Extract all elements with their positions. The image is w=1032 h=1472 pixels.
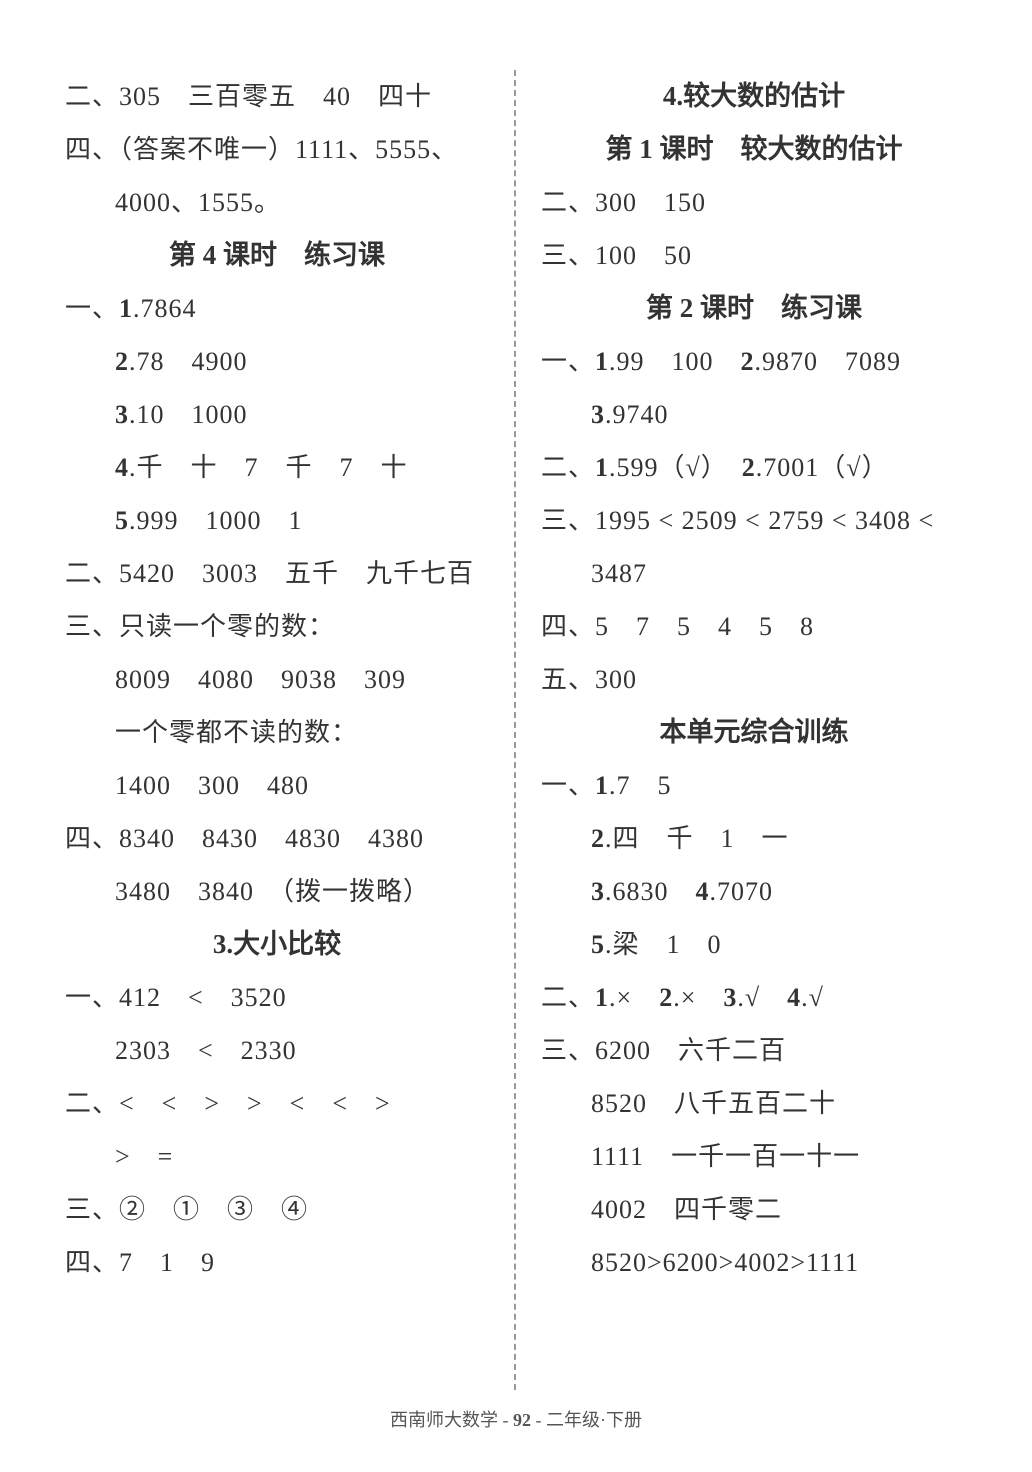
footer-separator: - (498, 1410, 513, 1430)
answer-line: 二、< < > > < < > (65, 1077, 489, 1130)
answer-line: 二、1.× 2.× 3.√ 4.√ (541, 971, 967, 1024)
two-column-layout: 二、305 三百零五 40 四十 四、（答案不唯一）1111、5555、 400… (50, 70, 982, 1390)
answer-line: 4000、1555。 (65, 176, 489, 229)
answer-line: 三、② ① ③ ④ (65, 1183, 489, 1236)
answer-text: .7 5 (609, 771, 672, 800)
answer-line: 4002 四千零二 (541, 1183, 967, 1236)
answer-line: 5.999 1000 1 (65, 494, 489, 547)
answer-line: 3.9740 (541, 388, 967, 441)
answer-text: .99 100 (609, 347, 741, 376)
answer-text: .× (673, 983, 723, 1012)
answer-line: 三、6200 六千二百 (541, 1024, 967, 1077)
answer-line: 2.78 4900 (65, 335, 489, 388)
item-number: 3 (723, 983, 737, 1012)
answer-line: 三、100 50 (541, 229, 967, 282)
answer-text: .梁 1 0 (605, 930, 722, 959)
answer-line: 2.四 千 1 一 (541, 812, 967, 865)
answer-line: 四、8340 8430 4830 4380 (65, 812, 489, 865)
answer-line: 二、1.599（√） 2.7001（√） (541, 441, 967, 494)
answer-text: .78 4900 (129, 347, 248, 376)
answer-text: .√ (801, 983, 824, 1012)
answer-line: 一、412 < 3520 (65, 971, 489, 1024)
item-number: 4 (696, 877, 710, 906)
footer-right-text: 二年级·下册 (546, 1410, 642, 1430)
page-footer: 西南师大数学 - 92 - 二年级·下册 (0, 1406, 1032, 1432)
lesson-heading: 第 1 课时 较大数的估计 (541, 123, 967, 176)
item-number: 5 (115, 506, 129, 535)
answer-line: 1400 300 480 (65, 759, 489, 812)
answer-line: 四、5 7 5 4 5 8 (541, 600, 967, 653)
item-number: 2 (742, 453, 756, 482)
item-number: 4 (115, 453, 129, 482)
answer-text: .10 1000 (129, 400, 248, 429)
answer-line: 8520>6200>4002>1111 (541, 1236, 967, 1289)
right-column: 4.较大数的估计 第 1 课时 较大数的估计 二、300 150 三、100 5… (516, 70, 982, 1390)
answer-line: 二、5420 3003 五千 九千七百 (65, 547, 489, 600)
item-number: 2 (659, 983, 673, 1012)
section-label: 一、 (541, 347, 595, 376)
section-heading: 3.大小比较 (65, 918, 489, 971)
answer-line: 5.梁 1 0 (541, 918, 967, 971)
left-column: 二、305 三百零五 40 四十 四、（答案不唯一）1111、5555、 400… (50, 70, 516, 1390)
answer-line: 四、（答案不唯一）1111、5555、 (65, 123, 489, 176)
answer-line: 3.10 1000 (65, 388, 489, 441)
section-label: 二、 (541, 983, 595, 1012)
answer-line: 8009 4080 9038 309 (65, 653, 489, 706)
answer-text: .千 十 7 千 7 十 (129, 453, 408, 482)
section-heading: 本单元综合训练 (541, 706, 967, 759)
answer-text: .999 1000 1 (129, 506, 303, 535)
answer-line: 一、1.99 100 2.9870 7089 (541, 335, 967, 388)
answer-line: 4.千 十 7 千 7 十 (65, 441, 489, 494)
answer-line: 三、只读一个零的数： (65, 600, 489, 653)
answer-line: 一个零都不读的数： (65, 706, 489, 759)
footer-separator: - (531, 1410, 546, 1430)
answer-line: 四、7 1 9 (65, 1236, 489, 1289)
answer-line: 一、1.7864 (65, 282, 489, 335)
section-label: 一、 (65, 294, 119, 323)
answer-text: .四 千 1 一 (605, 824, 789, 853)
answer-line: 3.6830 4.7070 (541, 865, 967, 918)
item-number: 2 (115, 347, 129, 376)
answer-text: .599（√） (609, 453, 742, 482)
item-number: 4 (787, 983, 801, 1012)
answer-line: 一、1.7 5 (541, 759, 967, 812)
answer-line: 五、300 (541, 653, 967, 706)
answer-line: 1111 一千一百一十一 (541, 1130, 967, 1183)
answer-line: 二、305 三百零五 40 四十 (65, 70, 489, 123)
section-label: 一、 (541, 771, 595, 800)
answer-line: > = (65, 1130, 489, 1183)
item-number: 3 (591, 877, 605, 906)
answer-text: .9740 (605, 400, 669, 429)
lesson-heading: 第 2 课时 练习课 (541, 282, 967, 335)
item-number: 2 (741, 347, 755, 376)
lesson-heading: 第 4 课时 练习课 (65, 229, 489, 282)
answer-text: .√ (737, 983, 787, 1012)
section-label: 二、 (541, 453, 595, 482)
item-number: 3 (591, 400, 605, 429)
item-number: 1 (595, 453, 609, 482)
section-heading: 4.较大数的估计 (541, 70, 967, 123)
answer-text: .7070 (710, 877, 774, 906)
answer-text: .6830 (605, 877, 696, 906)
page-number: 92 (513, 1410, 531, 1430)
item-number: 1 (595, 771, 609, 800)
item-number: 5 (591, 930, 605, 959)
answer-line: 二、300 150 (541, 176, 967, 229)
item-number: 1 (595, 983, 609, 1012)
answer-line: 三、1995 < 2509 < 2759 < 3408 < (541, 494, 967, 547)
item-number: 3 (115, 400, 129, 429)
item-number: 1 (119, 294, 133, 323)
answer-text: .9870 7089 (755, 347, 902, 376)
item-number: 2 (591, 824, 605, 853)
footer-left-text: 西南师大数学 (390, 1410, 498, 1430)
item-number: 1 (595, 347, 609, 376)
answer-line: 3480 3840 （拨一拨略） (65, 865, 489, 918)
answer-text: .× (609, 983, 659, 1012)
answer-text: .7864 (133, 294, 197, 323)
answer-line: 3487 (541, 547, 967, 600)
answer-line: 8520 八千五百二十 (541, 1077, 967, 1130)
answer-line: 2303 < 2330 (65, 1024, 489, 1077)
answer-text: .7001（√） (756, 453, 889, 482)
